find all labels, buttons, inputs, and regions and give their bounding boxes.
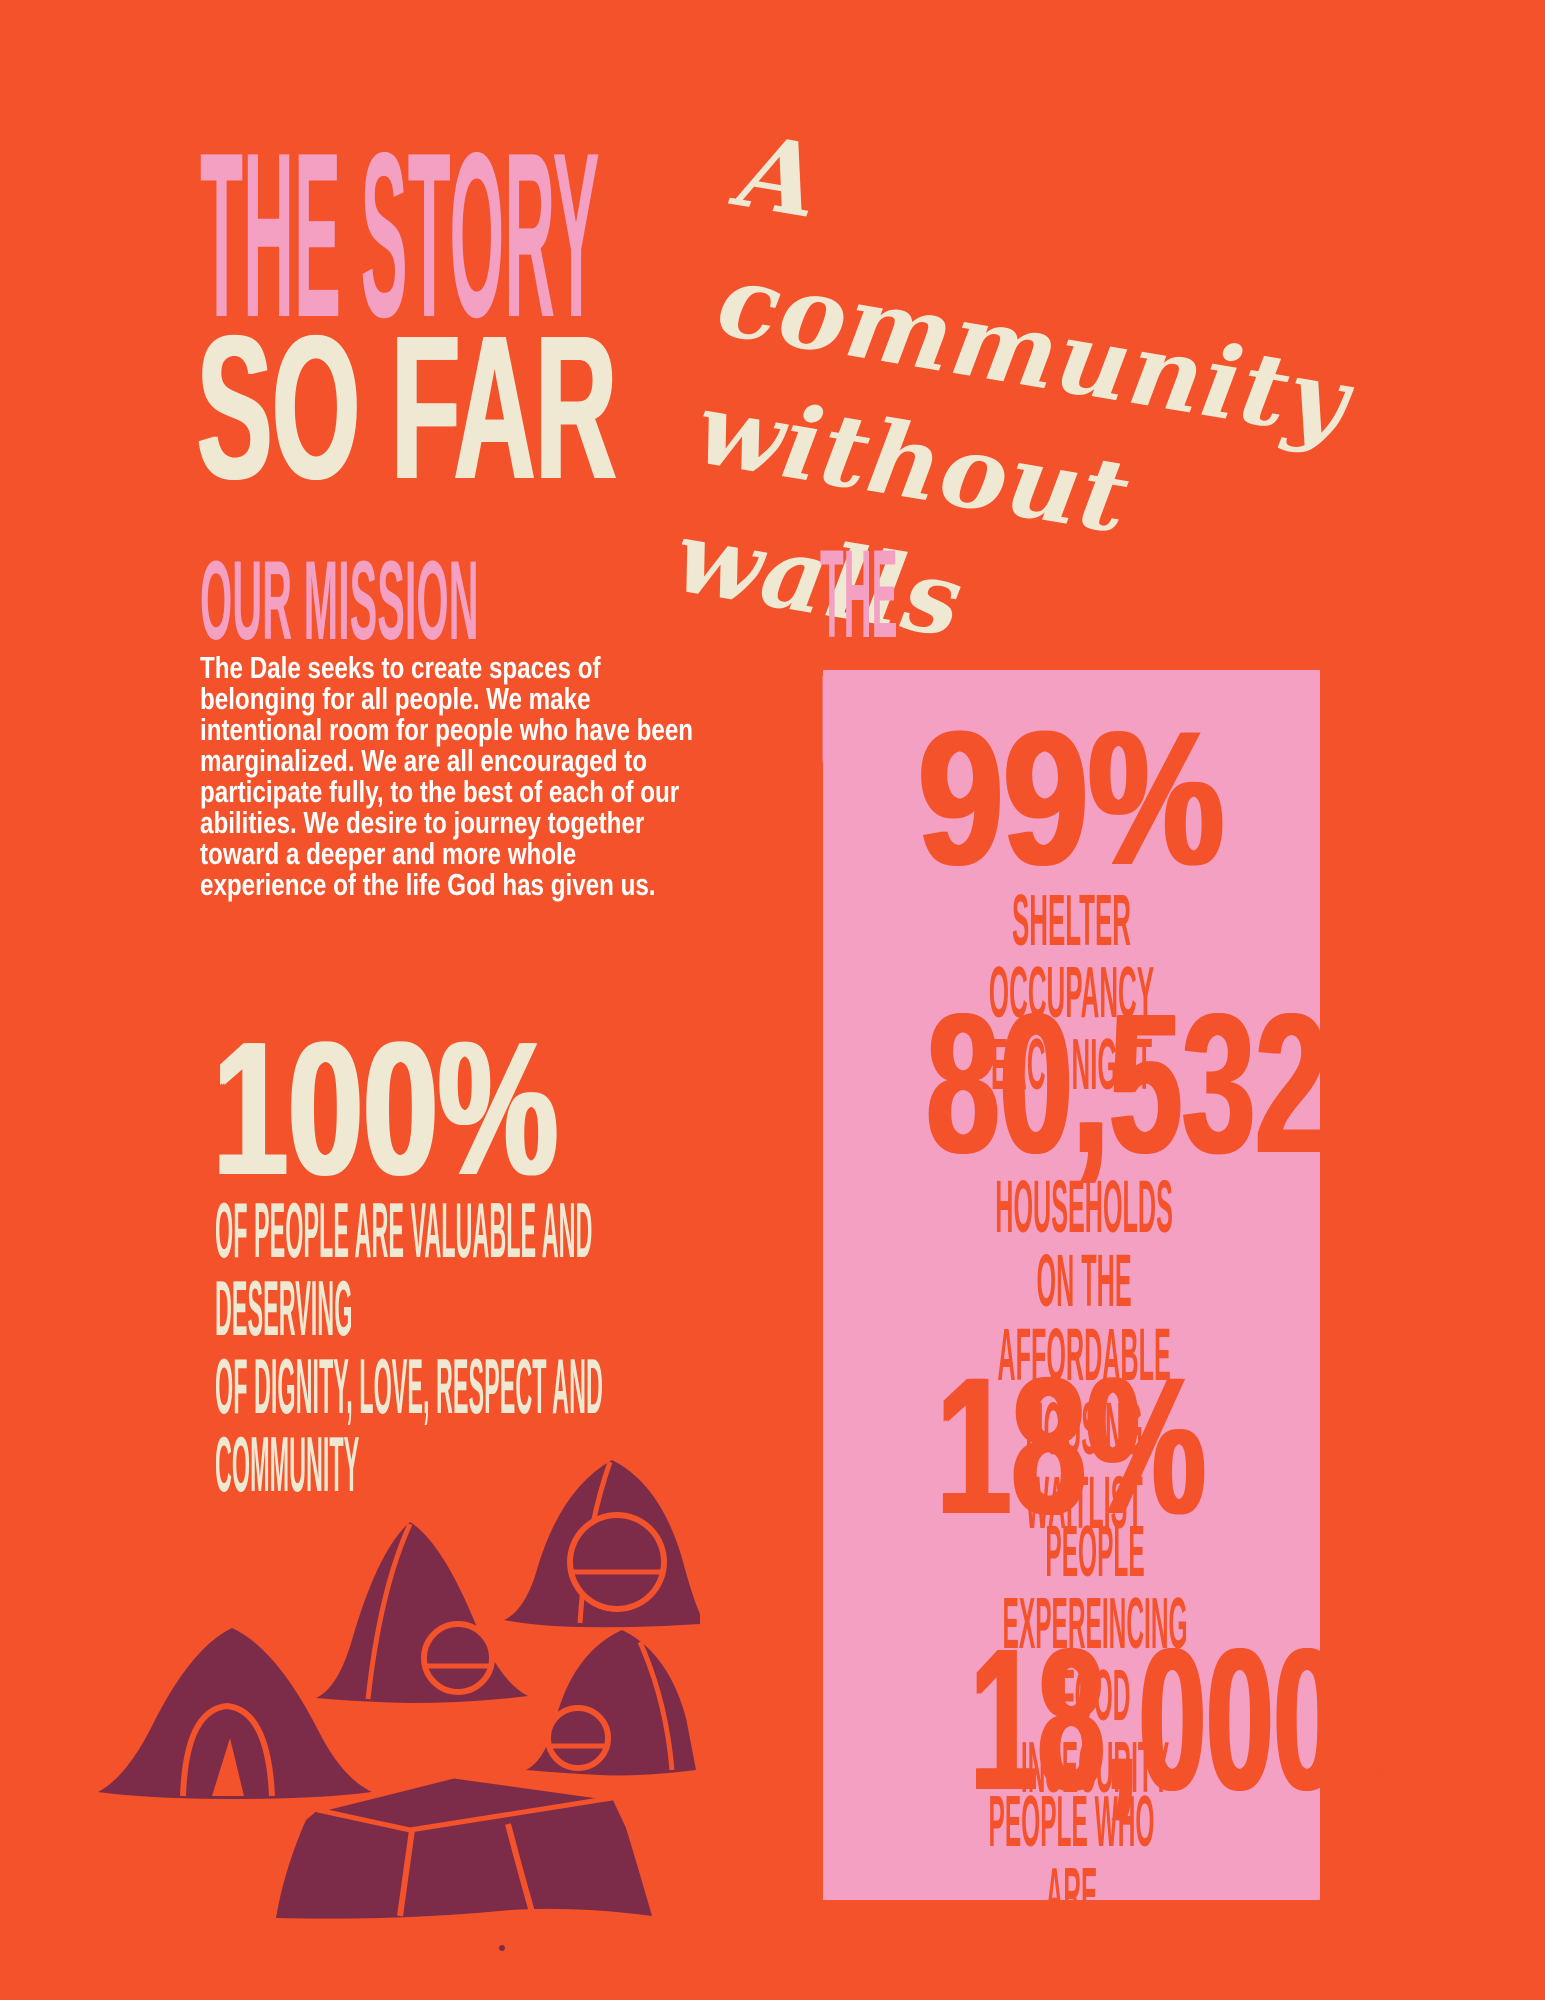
title-line-1: THE STORY <box>200 99 1532 370</box>
stat-label: HOUSEHOLDS ON THE AFFORDABLE HOUSING WAI… <box>995 1165 1173 1544</box>
title-line-2: SO FAR <box>197 290 960 526</box>
stat-housing-waitlist-label: HOUSEHOLDS ON THE AFFORDABLE HOUSING WAI… <box>823 1170 1320 1540</box>
stat-label: SHELTER OCCUPANCY EACH NIGHT <box>988 881 1155 1105</box>
stat-housing-waitlist-value: 80,532 <box>823 970 1328 1199</box>
tents-illustration <box>98 1460 700 1951</box>
stat-homeless-value: 18,000+ <box>823 1603 1411 1836</box>
mission-heading-text: OUR MISSION <box>200 538 479 663</box>
tent-left <box>98 1628 372 1799</box>
tent-middle <box>316 1522 528 1703</box>
stat-value: 99% <box>918 692 1225 905</box>
stat-shelter-occupancy-label: SHELTER OCCUPANCY EACH NIGHT <box>823 885 1320 1106</box>
stat-value: 18,000+ <box>970 1606 1412 1832</box>
stat-shelter-occupancy-value: 99% <box>823 689 1320 908</box>
title-line-1-text: THE STORY <box>200 103 600 366</box>
mission-body: The Dale seeks to create spaces of belon… <box>200 652 832 906</box>
stat-value: 18% <box>936 1337 1207 1555</box>
mission-stat-value: 100% <box>213 1000 699 1218</box>
tent-right <box>526 1630 696 1776</box>
mission-heading: OUR MISSION <box>200 536 953 665</box>
stat-label: PEOPLE EXPEREINCING FOOD INSECURITY <box>1002 1512 1188 1808</box>
issues-stats-panel: 99% SHELTER OCCUPANCY EACH NIGHT 80,532 … <box>823 670 1412 2000</box>
tent-top-right <box>504 1460 700 1628</box>
stat-homeless-label: PEOPLE WHO ARE HOMELESS <box>823 1786 1320 2000</box>
illustration-dot <box>499 1945 505 1951</box>
mission-body-text: The Dale seeks to create spaces of belon… <box>200 650 694 902</box>
mission-stat-caption-text: OF PEOPLE ARE VALUABLE AND DESERVING OF … <box>215 1186 603 1508</box>
stat-value: 80,532 <box>926 973 1329 1195</box>
mission-stat-value-text: 100% <box>213 1003 559 1215</box>
mission-stat-caption: OF PEOPLE ARE VALUABLE AND DESERVING OF … <box>215 1191 1545 1507</box>
tent-front-box <box>276 1773 652 1919</box>
title-line-2-text: SO FAR <box>197 293 617 522</box>
stat-label: PEOPLE WHO ARE HOMELESS <box>988 1782 1155 2000</box>
stat-food-insecurity-label: PEOPLE EXPEREINCING FOOD INSECURITY <box>823 1516 1320 1809</box>
stat-food-insecurity-value: 18% <box>823 1334 1320 1558</box>
